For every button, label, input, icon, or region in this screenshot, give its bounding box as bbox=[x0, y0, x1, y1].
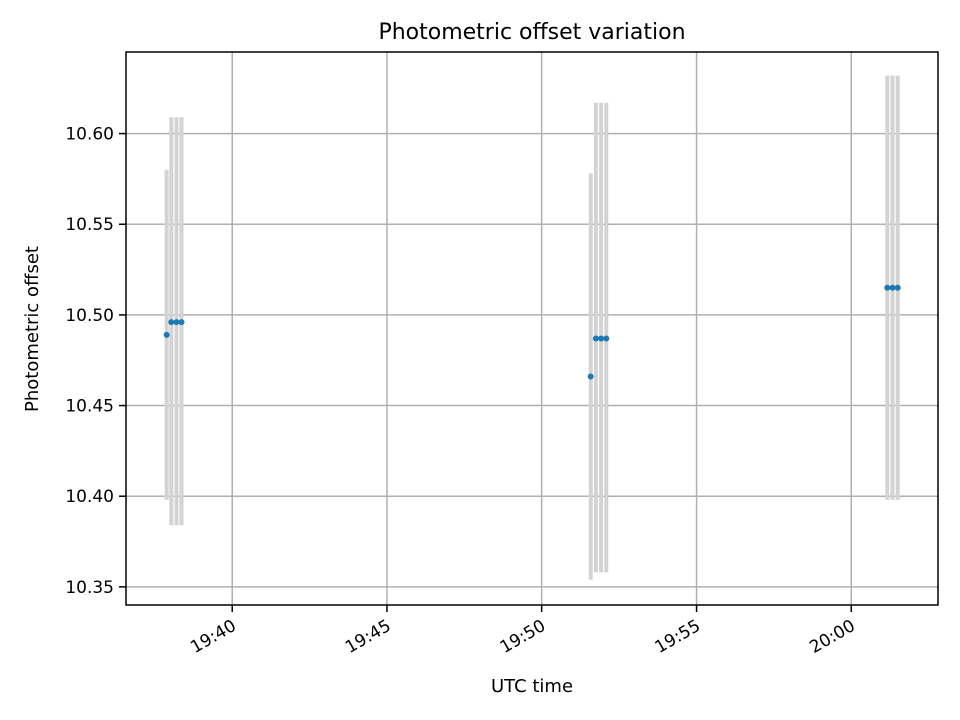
data-point bbox=[168, 319, 175, 326]
axis-ticks: 19:40 19:45 19:50 19:55 20:00 10.35 10.40 10.45… bbox=[65, 125, 858, 658]
data-point bbox=[587, 373, 594, 380]
data-point bbox=[889, 284, 896, 291]
error-bars bbox=[164, 75, 900, 580]
y-axis-label: Photometric offset bbox=[22, 246, 43, 412]
data-points bbox=[163, 284, 901, 380]
x-tick-label: 19:45 bbox=[342, 616, 394, 658]
data-point bbox=[592, 335, 599, 342]
data-point bbox=[894, 284, 901, 291]
y-tick-label: 10.45 bbox=[65, 397, 114, 417]
grid-lines bbox=[126, 52, 938, 605]
x-tick-label: 19:50 bbox=[497, 616, 549, 658]
x-axis-label: UTC time bbox=[491, 676, 573, 697]
x-tick-label: 20:00 bbox=[806, 616, 858, 658]
data-point bbox=[163, 331, 170, 338]
y-tick-label: 10.55 bbox=[65, 215, 114, 235]
data-point bbox=[173, 319, 180, 326]
plot-frame bbox=[125, 51, 939, 606]
y-tick-label: 10.40 bbox=[65, 487, 114, 507]
data-point bbox=[884, 284, 891, 291]
data-point bbox=[603, 335, 610, 342]
x-tick-label: 19:40 bbox=[187, 616, 239, 658]
y-tick-label: 10.35 bbox=[65, 578, 114, 598]
data-point bbox=[598, 335, 605, 342]
data-point bbox=[178, 319, 185, 326]
y-tick-label: 10.60 bbox=[65, 125, 114, 145]
x-tick-label: 19:55 bbox=[652, 616, 704, 658]
chart-title: Photometric offset variation bbox=[378, 20, 685, 45]
y-tick-label: 10.50 bbox=[65, 306, 114, 326]
